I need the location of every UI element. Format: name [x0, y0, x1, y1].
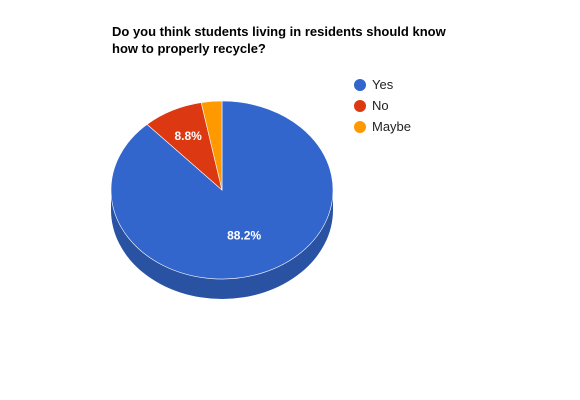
- chart-title: Do you think students living in resident…: [112, 23, 472, 57]
- legend-swatch-no: [354, 99, 366, 112]
- legend-swatch-maybe: [354, 120, 366, 133]
- legend-swatch-yes: [354, 78, 366, 91]
- chart-title-line-1: Do you think students living in resident…: [112, 24, 446, 39]
- pie-slice-maybe[interactable]: [200, 100, 223, 191]
- legend-item-maybe[interactable]: Maybe: [354, 116, 411, 137]
- slice-label-yes: 88.2%: [227, 229, 261, 243]
- slice-label-no: 8.8%: [174, 129, 202, 143]
- pie-side-yes: [111, 190, 333, 299]
- legend-label-no: No: [372, 98, 389, 113]
- legend-label-yes: Yes: [372, 77, 394, 92]
- legend-item-no[interactable]: No: [354, 95, 411, 116]
- pie-side-group: [111, 190, 333, 299]
- legend: Yes No Maybe: [354, 74, 411, 137]
- chart-title-line-2: how to properly recycle?: [112, 41, 266, 56]
- pie-label-group: 88.2% 8.8%: [174, 129, 261, 243]
- pie-top-group: [110, 100, 334, 280]
- legend-label-maybe: Maybe: [372, 119, 412, 134]
- legend-item-yes[interactable]: Yes: [354, 74, 411, 95]
